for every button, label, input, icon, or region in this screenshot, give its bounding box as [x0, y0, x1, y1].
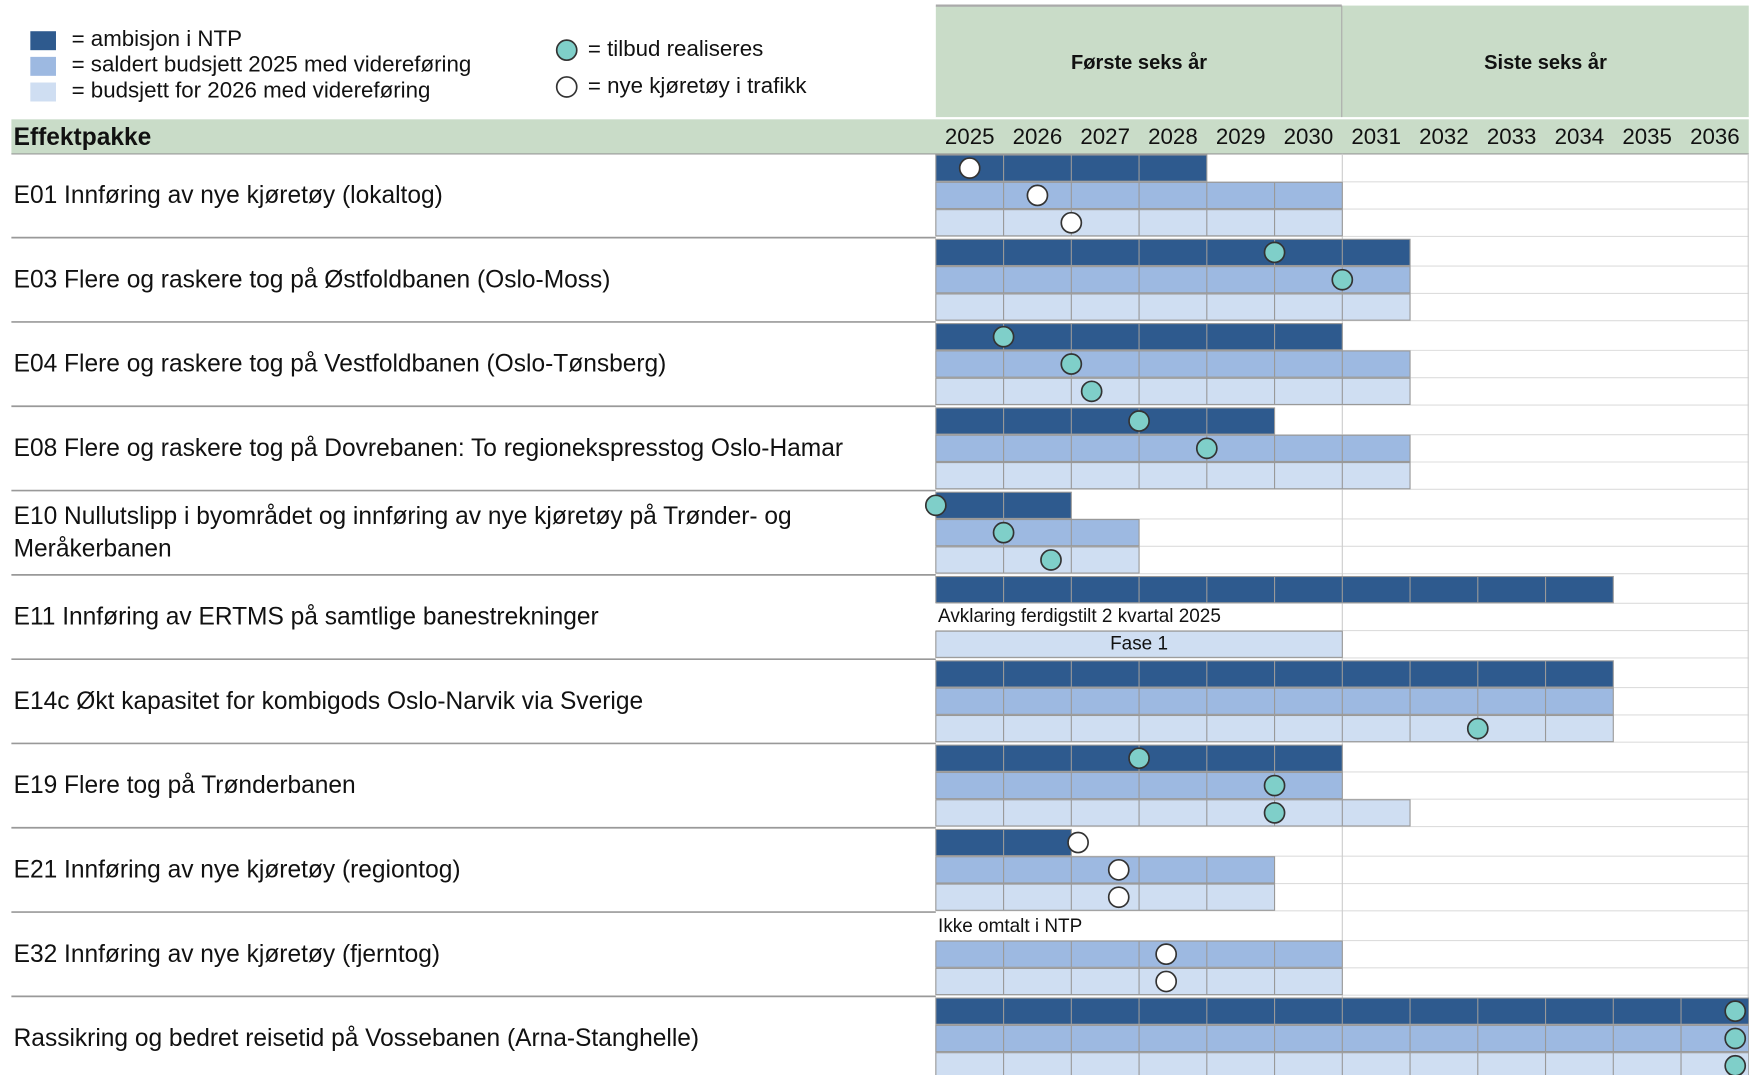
bar — [935, 238, 1411, 267]
row-label: E32 Innføring av nye kjøretøy (fjerntog) — [14, 941, 440, 968]
legend-swatch — [30, 56, 56, 76]
marker — [1331, 268, 1354, 291]
x-tick-label: 2030 — [1284, 124, 1334, 149]
x-tick-label: 2032 — [1419, 124, 1469, 149]
row-label: Meråkerbanen — [14, 535, 172, 562]
legend-label: = ambisjon i NTP — [72, 26, 242, 51]
marker — [1026, 184, 1049, 207]
bar — [935, 856, 1276, 884]
legend-marker — [555, 39, 578, 62]
marker — [992, 325, 1015, 348]
x-tick-label: 2025 — [945, 124, 995, 149]
marker — [1060, 353, 1083, 375]
bar-label: Fase 1 — [1110, 633, 1168, 654]
legend-label: = budsjett for 2026 med videreføring — [72, 77, 431, 102]
bar — [935, 883, 1276, 911]
row-label: Rassikring og bedret reisetid på Vosseba… — [14, 1025, 699, 1052]
bar — [935, 462, 1411, 490]
period-label: Første seks år — [1071, 51, 1207, 74]
x-tick-label: 2035 — [1622, 124, 1672, 149]
row-label: E21 Innføring av nye kjøretøy (regiontog… — [14, 857, 461, 884]
marker — [1466, 717, 1489, 740]
marker — [1195, 437, 1218, 460]
marker — [1155, 970, 1178, 993]
marker — [1724, 1000, 1747, 1023]
marker — [1155, 943, 1178, 966]
x-tick-label: 2034 — [1555, 124, 1605, 149]
bar — [935, 434, 1411, 463]
marker — [1067, 831, 1089, 854]
note: Avklaring ferdigstilt 2 kvartal 2025 — [938, 606, 1221, 627]
x-tick-label: 2028 — [1148, 124, 1198, 149]
marker — [1724, 1054, 1747, 1075]
bar — [935, 630, 1343, 658]
x-tick-label: 2031 — [1351, 124, 1401, 149]
marker — [992, 521, 1015, 544]
legend-label: = nye kjøretøy i trafikk — [588, 73, 808, 98]
row-label: E03 Flere og raskere tog på Østfoldbanen… — [14, 266, 611, 293]
marker — [1080, 380, 1103, 403]
row-header: Effektpakke — [14, 124, 152, 151]
x-tick-label: 2033 — [1487, 124, 1537, 149]
marker — [958, 157, 981, 179]
bar — [935, 350, 1411, 378]
marker — [1060, 211, 1083, 234]
marker — [1128, 410, 1150, 432]
bar — [935, 293, 1411, 321]
period-label: Siste seks år — [1484, 51, 1607, 74]
marker — [924, 494, 947, 517]
bar — [935, 407, 1276, 435]
legend-swatch — [30, 31, 56, 51]
bar — [935, 546, 1140, 574]
marker — [1128, 747, 1150, 770]
row-label: E01 Innføring av nye kjøretøy (lokaltog) — [14, 182, 443, 209]
marker — [1263, 241, 1286, 264]
bar — [935, 377, 1411, 406]
row-label: E08 Flere og raskere tog på Dovrebanen: … — [14, 435, 843, 462]
legend-label: = tilbud realiseres — [588, 36, 763, 61]
x-tick-label: 2026 — [1013, 124, 1063, 149]
row-label: E14c Økt kapasitet for kombigods Oslo-Na… — [14, 688, 643, 715]
bar — [935, 799, 1411, 827]
marker — [1107, 886, 1130, 909]
marker — [1040, 549, 1062, 571]
row-label: E19 Flere tog på Trønderbanen — [14, 772, 356, 799]
x-tick-label: 2027 — [1080, 124, 1130, 149]
row-label: E04 Flere og raskere tog på Vestfoldbane… — [14, 351, 667, 378]
legend-swatch — [30, 82, 56, 102]
marker — [1263, 774, 1286, 797]
note: Ikke omtalt i NTP — [938, 916, 1082, 937]
legend-marker — [555, 76, 578, 98]
bar — [935, 518, 1140, 547]
marker — [1263, 802, 1286, 824]
x-tick-label: 2036 — [1690, 124, 1740, 149]
marker — [1724, 1027, 1747, 1050]
bar — [935, 266, 1411, 294]
header-band — [11, 119, 1749, 154]
legend-label: = saldert budsjett 2025 med videreføring — [72, 52, 472, 77]
row-label: E11 Innføring av ERTMS på samtlige banes… — [14, 604, 599, 631]
row-label: E10 Nullutslipp i byområdet og innføring… — [14, 503, 792, 530]
x-tick-label: 2029 — [1216, 124, 1266, 149]
marker — [1107, 858, 1130, 881]
